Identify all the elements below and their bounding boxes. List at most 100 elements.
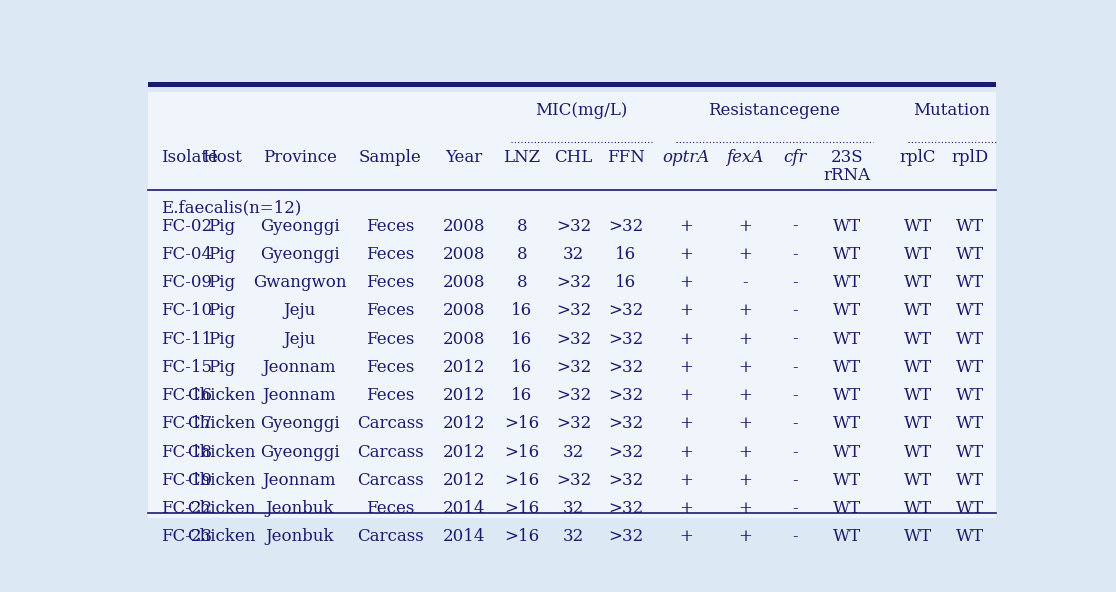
Text: Resistancegene: Resistancegene [709, 102, 840, 119]
Text: 2008: 2008 [443, 246, 485, 263]
Text: +: + [738, 217, 752, 234]
Text: +: + [680, 359, 693, 376]
Text: WT: WT [955, 303, 984, 319]
Text: >32: >32 [556, 330, 591, 348]
Text: 23S
rRNA: 23S rRNA [824, 149, 870, 185]
Text: +: + [680, 500, 693, 517]
Text: Carcass: Carcass [357, 472, 424, 489]
Text: >32: >32 [556, 303, 591, 319]
Text: >16: >16 [504, 500, 539, 517]
Text: >32: >32 [608, 217, 643, 234]
Text: >32: >32 [608, 529, 643, 545]
Text: WT: WT [833, 217, 862, 234]
Text: WT: WT [833, 416, 862, 432]
Text: WT: WT [904, 274, 932, 291]
Text: -: - [792, 500, 798, 517]
Text: WT: WT [955, 472, 984, 489]
Text: 32: 32 [564, 500, 585, 517]
Text: WT: WT [833, 359, 862, 376]
Text: 2014: 2014 [443, 500, 485, 517]
Text: WT: WT [833, 330, 862, 348]
Text: WT: WT [904, 443, 932, 461]
Text: WT: WT [955, 443, 984, 461]
Text: >32: >32 [608, 500, 643, 517]
Text: Feces: Feces [366, 246, 414, 263]
Text: >32: >32 [608, 387, 643, 404]
Text: -: - [792, 472, 798, 489]
Text: FC-10: FC-10 [161, 303, 212, 319]
Text: 2012: 2012 [443, 359, 485, 376]
Text: Feces: Feces [366, 217, 414, 234]
Text: Chicken: Chicken [187, 500, 256, 517]
Text: Chicken: Chicken [187, 529, 256, 545]
Text: +: + [680, 330, 693, 348]
Text: WT: WT [904, 472, 932, 489]
Text: WT: WT [955, 330, 984, 348]
Text: >32: >32 [608, 359, 643, 376]
Text: MIC(mg/L): MIC(mg/L) [536, 102, 627, 119]
Text: 32: 32 [564, 529, 585, 545]
Text: >32: >32 [608, 303, 643, 319]
Text: Sample: Sample [359, 149, 422, 166]
Text: Chicken: Chicken [187, 387, 256, 404]
Text: 2012: 2012 [443, 443, 485, 461]
Text: FC-16: FC-16 [161, 387, 212, 404]
Text: WT: WT [904, 246, 932, 263]
Text: WT: WT [904, 359, 932, 376]
Text: WT: WT [833, 274, 862, 291]
Text: Chicken: Chicken [187, 443, 256, 461]
Text: Chicken: Chicken [187, 472, 256, 489]
Text: FC-17: FC-17 [161, 416, 212, 432]
Text: Pig: Pig [208, 246, 235, 263]
Text: +: + [680, 529, 693, 545]
Text: +: + [680, 472, 693, 489]
Text: +: + [680, 387, 693, 404]
Text: Jeonbuk: Jeonbuk [266, 500, 334, 517]
Text: >32: >32 [556, 472, 591, 489]
Text: 2012: 2012 [443, 416, 485, 432]
Text: WT: WT [955, 217, 984, 234]
Text: Carcass: Carcass [357, 443, 424, 461]
Text: WT: WT [955, 416, 984, 432]
Text: FC-02: FC-02 [161, 217, 212, 234]
Text: >32: >32 [556, 387, 591, 404]
Text: 16: 16 [511, 387, 532, 404]
Text: Carcass: Carcass [357, 416, 424, 432]
Text: +: + [680, 246, 693, 263]
Text: >16: >16 [504, 472, 539, 489]
Text: FC-04: FC-04 [161, 246, 212, 263]
Text: Pig: Pig [208, 217, 235, 234]
Text: -: - [792, 416, 798, 432]
Text: WT: WT [833, 529, 862, 545]
Text: FC-09: FC-09 [161, 274, 212, 291]
Text: +: + [680, 303, 693, 319]
Text: 16: 16 [615, 274, 636, 291]
Text: +: + [738, 472, 752, 489]
Text: +: + [738, 529, 752, 545]
Text: -: - [792, 387, 798, 404]
Text: cfr: cfr [783, 149, 807, 166]
Text: FC-11: FC-11 [161, 330, 212, 348]
Text: 2012: 2012 [443, 472, 485, 489]
Text: -: - [792, 330, 798, 348]
Text: FC-18: FC-18 [161, 443, 212, 461]
Text: fexA: fexA [727, 149, 763, 166]
Text: -: - [742, 274, 748, 291]
Text: WT: WT [955, 359, 984, 376]
FancyBboxPatch shape [148, 82, 995, 87]
Text: -: - [792, 443, 798, 461]
Text: +: + [680, 274, 693, 291]
Text: WT: WT [904, 330, 932, 348]
Text: 2008: 2008 [443, 217, 485, 234]
Text: >16: >16 [504, 529, 539, 545]
Text: FC-15: FC-15 [161, 359, 212, 376]
Text: 2008: 2008 [443, 330, 485, 348]
Text: Jeonnam: Jeonnam [262, 387, 336, 404]
Text: Year: Year [445, 149, 482, 166]
Text: Jeonnam: Jeonnam [262, 472, 336, 489]
Text: Province: Province [262, 149, 336, 166]
Text: -: - [792, 217, 798, 234]
Text: 16: 16 [615, 246, 636, 263]
Text: WT: WT [955, 274, 984, 291]
Text: FC-22: FC-22 [161, 500, 212, 517]
